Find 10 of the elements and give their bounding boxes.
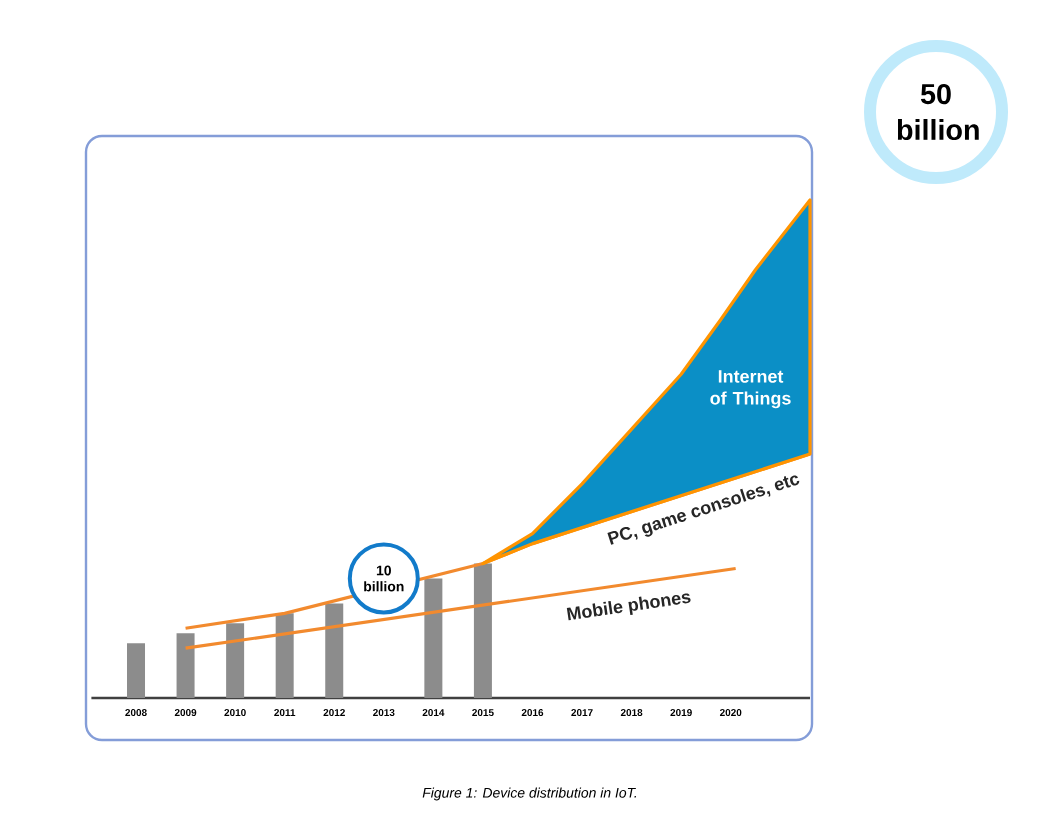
bar — [127, 643, 146, 698]
text: 50 billion — [897, 83, 979, 141]
bar — [176, 633, 195, 698]
bar — [424, 578, 443, 698]
text: Mobile phones — [566, 593, 691, 621]
bar — [325, 603, 344, 698]
series-label: Internet of Things — [710, 370, 791, 409]
bar — [473, 563, 492, 698]
bar — [226, 623, 245, 698]
bar — [275, 613, 294, 698]
